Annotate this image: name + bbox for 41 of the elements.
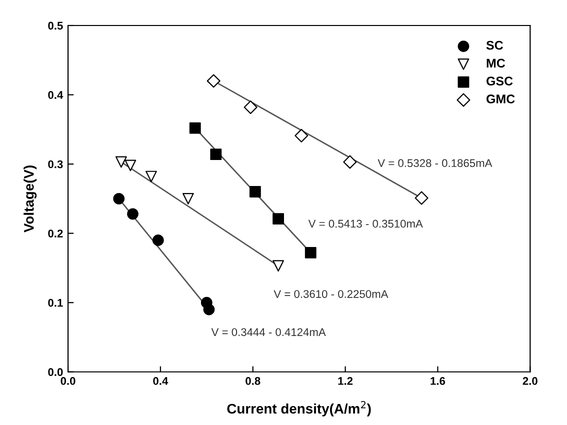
point — [206, 74, 220, 88]
point — [113, 192, 125, 204]
y-tick-label: 0.2 — [48, 230, 63, 238]
legend-label: GMC — [486, 94, 515, 104]
point — [182, 192, 194, 204]
annotation: V = 0.5328 - 0.1865mA — [378, 159, 492, 168]
y-tick-label: 0.4 — [48, 91, 64, 99]
y-tick-label: 0.1 — [48, 298, 63, 307]
point — [203, 304, 215, 316]
x-tick-label: 0.4 — [153, 377, 168, 385]
point — [244, 100, 258, 114]
x-tick-label: 0.0 — [60, 377, 76, 385]
point — [146, 170, 157, 182]
x-tick-label: 2.0 — [522, 377, 538, 385]
legend-label: SC — [486, 40, 504, 50]
legend-label: MC — [486, 58, 506, 68]
point — [115, 156, 127, 168]
y-axis-title: Voltage(V) — [24, 166, 37, 232]
point — [343, 155, 357, 169]
point — [272, 213, 284, 224]
point — [294, 128, 308, 142]
x-tick-label: 0.8 — [246, 377, 260, 385]
point — [124, 160, 136, 172]
annotation: V = 0.5413 - 0.3510mA — [308, 220, 423, 228]
point — [189, 122, 201, 134]
point — [249, 186, 261, 198]
annotation: V = 0.3610 - 0.2250mA — [274, 290, 388, 298]
point — [152, 234, 164, 246]
y-tick-label: 0.3 — [48, 160, 63, 168]
point — [210, 148, 222, 160]
x-tick-label: 1.2 — [338, 377, 353, 385]
point — [304, 247, 316, 258]
x-axis-title: Current density(A/m$^{2}$) — [227, 400, 371, 416]
x-tick-label: 1.6 — [430, 377, 446, 385]
point — [127, 208, 138, 220]
y-tick-label: 0.0 — [48, 368, 63, 376]
point — [414, 191, 428, 205]
legend-label: GSC — [486, 76, 513, 86]
y-tick-label: 0.5 — [48, 22, 63, 30]
annotation: V = 0.3444 - 0.4124mA — [211, 328, 326, 336]
point — [272, 260, 284, 272]
